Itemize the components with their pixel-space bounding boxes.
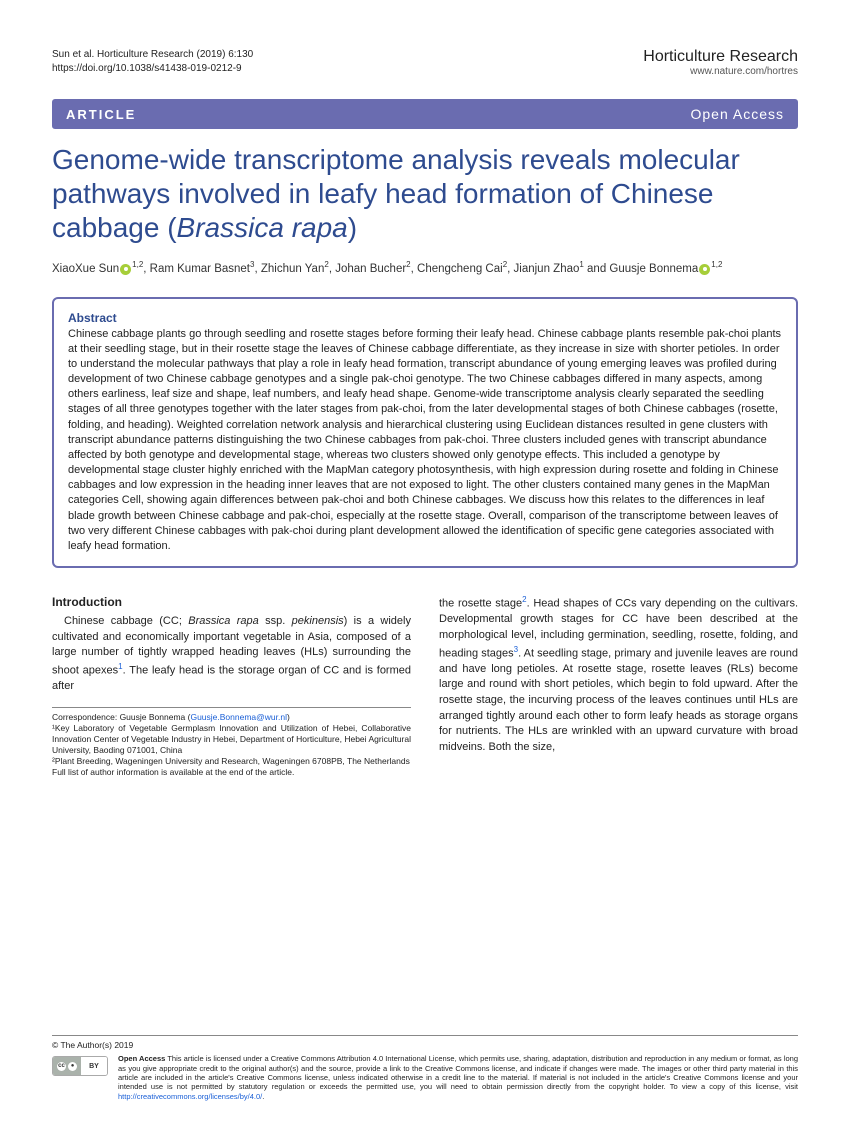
orcid-icon	[699, 264, 710, 275]
abstract-text: Chinese cabbage plants go through seedli…	[68, 327, 782, 555]
abstract-box: Abstract Chinese cabbage plants go throu…	[52, 297, 798, 569]
license-link[interactable]: http://creativecommons.org/licenses/by/4…	[118, 1092, 262, 1101]
copyright-line: © The Author(s) 2019	[52, 1040, 798, 1050]
page-header: Sun et al. Horticulture Research (2019) …	[52, 48, 798, 77]
body-columns: Introduction Chinese cabbage (CC; Brassi…	[52, 594, 798, 778]
banner-article-label: ARTICLE	[66, 107, 136, 122]
full-author-list-note: Full list of author information is avail…	[52, 767, 294, 777]
journal-block: Horticulture Research www.nature.com/hor…	[643, 48, 798, 77]
cc-by-badge: cc ● BY	[52, 1056, 108, 1076]
journal-name: Horticulture Research	[643, 48, 798, 66]
correspondence-label: Correspondence: Guusje Bonnema (	[52, 712, 190, 722]
page-footer: © The Author(s) 2019 cc ● BY Open Access…	[52, 1035, 798, 1101]
affiliation-1: ¹Key Laboratory of Vegetable Germplasm I…	[52, 723, 411, 755]
article-title: Genome-wide transcriptome analysis revea…	[52, 143, 798, 245]
cc-icon: cc	[57, 1062, 66, 1071]
citation-line: Sun et al. Horticulture Research (2019) …	[52, 48, 253, 62]
intro-paragraph-right: the rosette stage2. Head shapes of CCs v…	[439, 594, 798, 755]
abstract-heading: Abstract	[68, 311, 782, 325]
cc-badge-left: cc ●	[53, 1057, 81, 1075]
doi-line[interactable]: https://doi.org/10.1038/s41438-019-0212-…	[52, 62, 253, 76]
correspondence-divider	[52, 707, 411, 708]
journal-url[interactable]: www.nature.com/hortres	[643, 66, 798, 77]
citation-block: Sun et al. Horticulture Research (2019) …	[52, 48, 253, 75]
open-access-statement: Open Access This article is licensed und…	[118, 1054, 798, 1101]
orcid-icon	[120, 264, 131, 275]
open-access-bold: Open Access	[118, 1054, 165, 1063]
article-banner: ARTICLE Open Access	[52, 99, 798, 129]
affiliation-2: ²Plant Breeding, Wageningen University a…	[52, 756, 410, 766]
author-list: XiaoXue Sun1,2, Ram Kumar Basnet3, Zhich…	[52, 259, 798, 278]
introduction-heading: Introduction	[52, 594, 411, 611]
by-icon: ●	[68, 1062, 77, 1071]
open-access-body: This article is licensed under a Creativ…	[118, 1054, 798, 1091]
banner-open-access-label: Open Access	[691, 106, 785, 122]
column-right: the rosette stage2. Head shapes of CCs v…	[439, 594, 798, 778]
intro-paragraph-left: Chinese cabbage (CC; Brassica rapa ssp. …	[52, 614, 411, 695]
open-access-row: cc ● BY Open Access This article is lice…	[52, 1054, 798, 1101]
correspondence-label-end: )	[287, 712, 290, 722]
correspondence-email[interactable]: Guusje.Bonnema@wur.nl	[190, 712, 287, 722]
correspondence-block: Correspondence: Guusje Bonnema (Guusje.B…	[52, 712, 411, 778]
column-left: Introduction Chinese cabbage (CC; Brassi…	[52, 594, 411, 778]
cc-badge-right: BY	[81, 1057, 107, 1075]
